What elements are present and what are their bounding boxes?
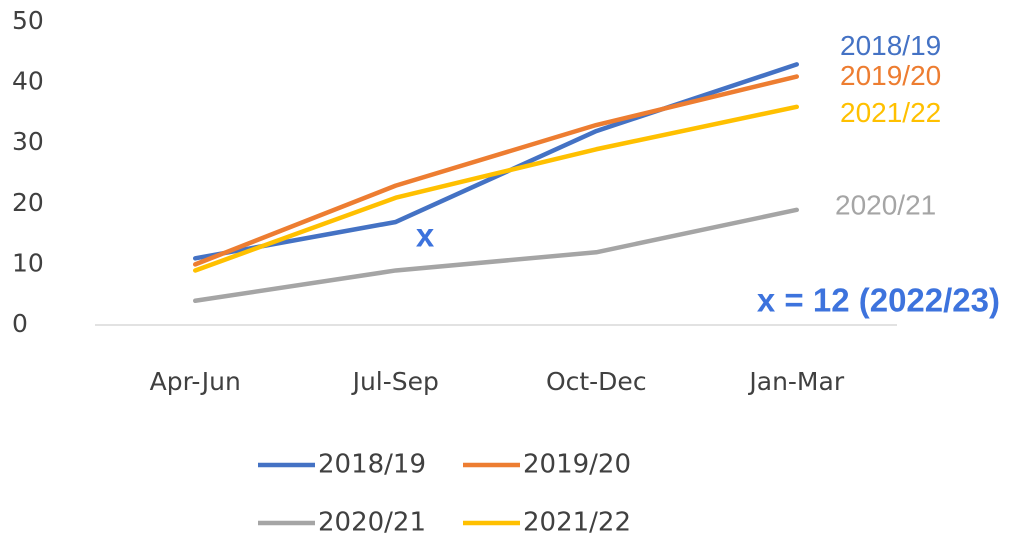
series-line — [193, 62, 799, 261]
annotation: x = 12 (2022/23) — [757, 282, 1000, 319]
series-line — [193, 74, 799, 267]
x-tick-label: Jan-Mar — [747, 367, 844, 396]
y-tick-label: 0 — [12, 309, 28, 338]
series-line — [193, 207, 799, 304]
x-tick-label: Jul-Sep — [351, 367, 439, 396]
y-tick-label: 30 — [12, 127, 44, 156]
legend-label: 2020/21 — [318, 508, 426, 538]
x-tick-label: Apr-Jun — [150, 367, 241, 396]
legend-label: 2021/22 — [523, 508, 631, 538]
legend-label: 2019/20 — [523, 450, 631, 480]
series-end-label: 2021/22 — [840, 97, 941, 128]
annotation: x — [416, 217, 435, 254]
series-end-label: 2019/20 — [840, 60, 941, 91]
series-end-label: 2018/19 — [840, 30, 941, 61]
series-line — [193, 104, 799, 273]
y-tick-label: 50 — [12, 6, 44, 35]
legend-label: 2018/19 — [318, 450, 426, 480]
x-tick-label: Oct-Dec — [546, 367, 647, 396]
y-tick-label: 20 — [12, 188, 44, 217]
series-end-label: 2020/21 — [835, 189, 936, 220]
y-tick-label: 10 — [12, 248, 44, 277]
y-tick-label: 40 — [12, 67, 44, 96]
